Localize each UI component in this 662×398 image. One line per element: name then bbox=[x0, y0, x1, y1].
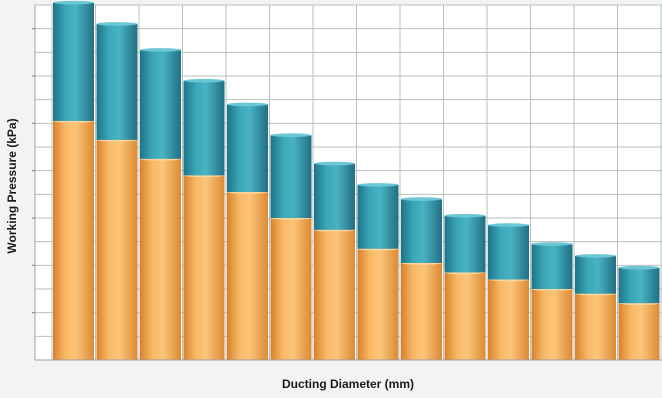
bar-segment-cap bbox=[531, 242, 573, 246]
bar-segment-cap bbox=[183, 78, 225, 83]
bar-segment-upper bbox=[357, 184, 399, 249]
bar-segment-upper bbox=[401, 199, 442, 263]
bar-segment-cap bbox=[444, 213, 486, 218]
bar-segment-lower bbox=[270, 218, 312, 360]
bar-segment-lower bbox=[96, 139, 138, 360]
bar-segment-lower bbox=[314, 229, 355, 360]
bar-segment-cap bbox=[140, 48, 181, 52]
bar-segment-upper bbox=[227, 104, 268, 192]
bar-segment-lower bbox=[401, 262, 442, 360]
bar-segment-upper bbox=[575, 255, 616, 294]
bar-segment-lower bbox=[444, 272, 486, 360]
bar-segment-cap bbox=[488, 223, 529, 227]
bar-segment-upper bbox=[140, 49, 181, 159]
bar-segment-lower bbox=[183, 175, 225, 360]
bar-segment-lower bbox=[357, 248, 399, 360]
bar-segment-upper bbox=[618, 267, 660, 304]
bar-segment-cap bbox=[227, 102, 268, 107]
x-axis-title: Ducting Diameter (mm) bbox=[282, 377, 414, 391]
y-axis-title: Working Pressure (kPa) bbox=[5, 118, 19, 253]
bar-segment-lower bbox=[488, 279, 529, 360]
bar-segment-cap bbox=[53, 0, 94, 5]
bars bbox=[53, 0, 660, 360]
bar-segment-lower bbox=[575, 293, 616, 360]
bar-segment-upper bbox=[444, 215, 486, 273]
bar-segment-upper bbox=[270, 135, 312, 218]
bar-segment-lower bbox=[227, 191, 268, 360]
bar-segment-cap bbox=[270, 133, 312, 137]
bar-segment-upper bbox=[53, 2, 94, 121]
bar-segment-cap bbox=[618, 265, 660, 270]
bar-segment-upper bbox=[531, 244, 573, 289]
bar-segment-upper bbox=[96, 23, 138, 140]
bar-segment-cap bbox=[401, 197, 442, 201]
bar-segment-lower bbox=[618, 303, 660, 360]
bar-segment-cap bbox=[96, 22, 138, 26]
bar-segment-upper bbox=[314, 163, 355, 230]
bar-segment-cap bbox=[314, 161, 355, 166]
bar-segment-cap bbox=[357, 183, 399, 187]
bar-segment-lower bbox=[53, 120, 94, 360]
bar-segment-lower bbox=[531, 289, 573, 360]
bar-segment-lower bbox=[140, 158, 181, 360]
bar-segment-upper bbox=[488, 225, 529, 280]
bar-segment-upper bbox=[183, 80, 225, 176]
bar-segment-cap bbox=[575, 254, 616, 258]
